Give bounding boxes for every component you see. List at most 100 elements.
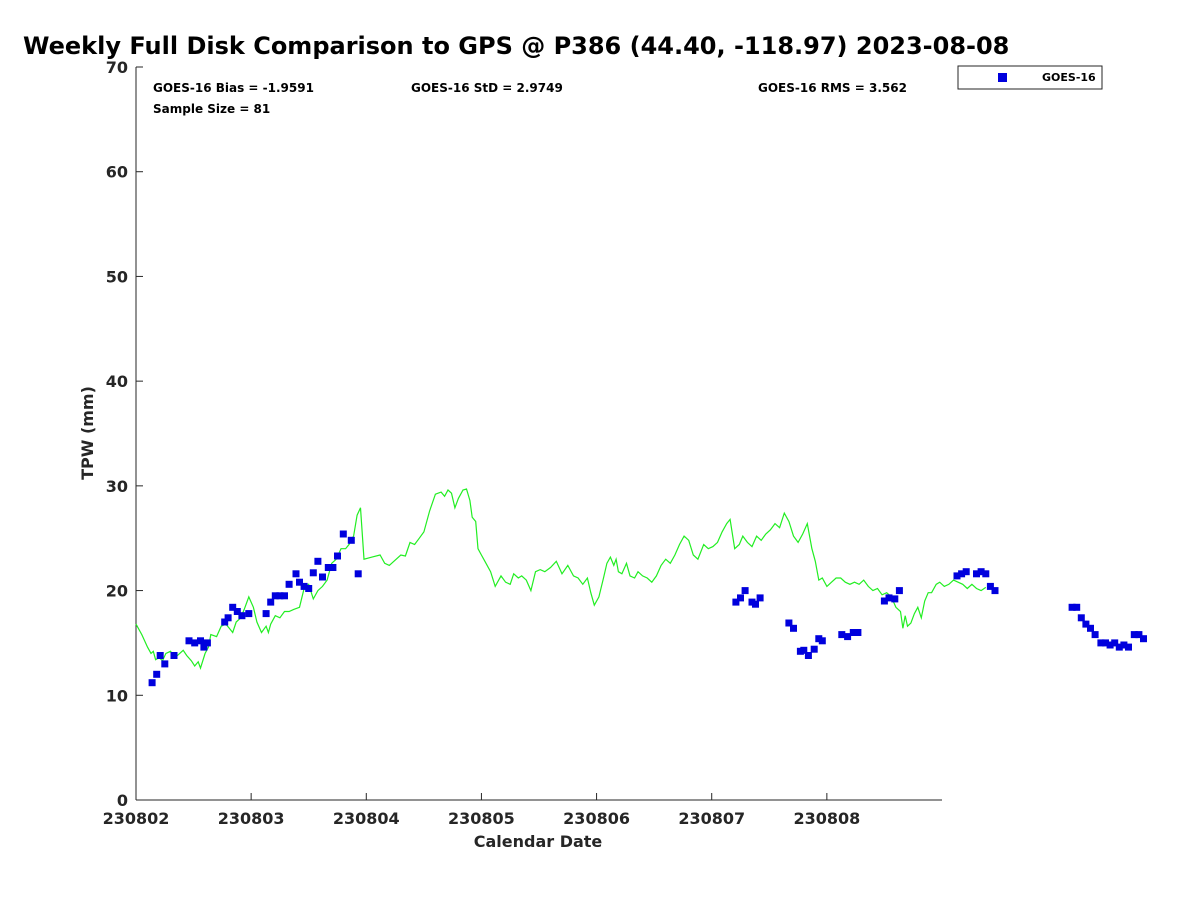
x-ticks: 230802 230803 230804 230805 230806 230807 2308…: [103, 793, 860, 828]
goes16-point: [329, 564, 337, 571]
goes16-point: [991, 587, 999, 595]
goes16-point: [953, 572, 961, 580]
goes16-point: [1106, 641, 1114, 649]
goes16-point: [354, 570, 362, 578]
goes16-point: [1120, 641, 1128, 649]
goes16-point: [197, 637, 204, 645]
goes16-point: [271, 592, 279, 600]
x-tick-label: 230808: [793, 809, 860, 828]
goes16-point: [347, 536, 355, 544]
y-tick-label: 40: [106, 372, 128, 391]
goes16-point: [790, 624, 797, 632]
goes16-point: [203, 639, 211, 647]
x-tick-label: 230804: [333, 809, 400, 828]
goes16-point: [314, 557, 322, 565]
x-axis-label: Calendar Date: [474, 832, 603, 851]
x-tick-label: 230806: [563, 809, 630, 828]
goes16-point: [844, 633, 852, 641]
goes16-point: [324, 564, 332, 571]
goes16-point: [756, 594, 764, 602]
goes16-point: [1087, 624, 1094, 632]
goes16-point: [1068, 603, 1076, 611]
y-tick-label: 50: [106, 267, 128, 286]
goes16-point: [854, 629, 862, 636]
legend-box: [957, 65, 1103, 90]
goes16-point: [233, 608, 241, 615]
plot-background: [136, 67, 942, 800]
stat-sample-size: Sample Size = 81: [153, 102, 270, 116]
goes16-point: [732, 598, 740, 606]
goes16-point: [977, 568, 985, 576]
goes16-point: [200, 643, 208, 651]
goes16-point: [838, 631, 846, 639]
goes16-point: [305, 585, 313, 592]
goes16-point: [296, 578, 303, 586]
goes16-point: [191, 639, 199, 647]
goes16-point: [982, 570, 990, 578]
goes16-point: [1135, 631, 1143, 639]
goes16-point: [818, 637, 826, 645]
goes16-point: [148, 679, 156, 687]
goes16-point: [849, 629, 857, 636]
x-tick-label: 230807: [678, 809, 745, 828]
x-tick-label: 230802: [103, 809, 170, 828]
goes16-point: [891, 595, 899, 603]
goes16-point: [238, 612, 246, 620]
goes16-point: [153, 670, 161, 678]
goes16-point: [229, 603, 237, 611]
goes16-point: [1082, 620, 1090, 628]
goes16-point: [1115, 643, 1123, 651]
y-ticks: 0 10 20 30 40 50 60 70: [106, 58, 143, 810]
goes16-point: [334, 552, 341, 560]
y-axis-label: TPW (mm): [78, 386, 97, 480]
x-tick-label: 230805: [448, 809, 515, 828]
goes16-point: [1130, 631, 1138, 639]
goes16-point: [224, 614, 232, 622]
goes16-point: [810, 645, 818, 653]
goes16-point: [262, 610, 270, 618]
y-tick-label: 30: [106, 477, 128, 496]
goes16-point: [319, 573, 326, 581]
goes16-point: [895, 587, 903, 595]
goes16-point: [785, 619, 793, 627]
goes16-point: [185, 637, 193, 645]
goes16-point: [804, 652, 812, 659]
y-tick-label: 10: [106, 686, 128, 705]
goes16-point: [1125, 643, 1132, 651]
goes16-point: [958, 570, 966, 578]
legend-label-goes16: GOES-16: [1042, 71, 1096, 84]
goes16-point: [1077, 614, 1085, 622]
stat-rms: GOES-16 RMS = 3.562: [758, 81, 907, 95]
goes16-point: [281, 592, 288, 600]
legend: GOES-16: [957, 65, 1103, 90]
goes16-point: [1091, 631, 1099, 639]
goes16-point: [221, 618, 229, 626]
goes16-point: [800, 646, 808, 654]
chart-title: Weekly Full Disk Comparison to GPS @ P38…: [23, 32, 1009, 60]
gps-line: [135, 488, 987, 670]
legend-marker-goes16: [998, 73, 1007, 82]
goes16-point: [962, 568, 970, 576]
goes16-point: [1111, 639, 1119, 647]
goes16-point: [1073, 603, 1081, 611]
goes16-point: [161, 660, 169, 668]
y-tick-label: 60: [106, 163, 128, 182]
goes16-point: [973, 570, 980, 578]
goes16-point: [1102, 639, 1109, 647]
goes16-point: [1140, 635, 1147, 643]
goes16-point: [245, 610, 253, 618]
y-tick-label: 70: [106, 58, 128, 77]
goes16-point: [267, 598, 275, 606]
plot-area: 0 10 20 30 40 50 60 70 230802 230803 230804 230805…: [103, 58, 1147, 828]
stat-std: GOES-16 StD = 2.9749: [411, 81, 563, 95]
goes16-point: [285, 580, 293, 588]
y-tick-label: 0: [117, 791, 128, 810]
goes16-point: [170, 652, 178, 659]
series-layer: [135, 488, 1147, 687]
goes16-point: [156, 652, 164, 659]
x-tick-label: 230803: [218, 809, 285, 828]
goes16-point: [300, 582, 308, 590]
y-tick-label: 20: [106, 582, 128, 601]
goes16-point: [1097, 639, 1105, 647]
